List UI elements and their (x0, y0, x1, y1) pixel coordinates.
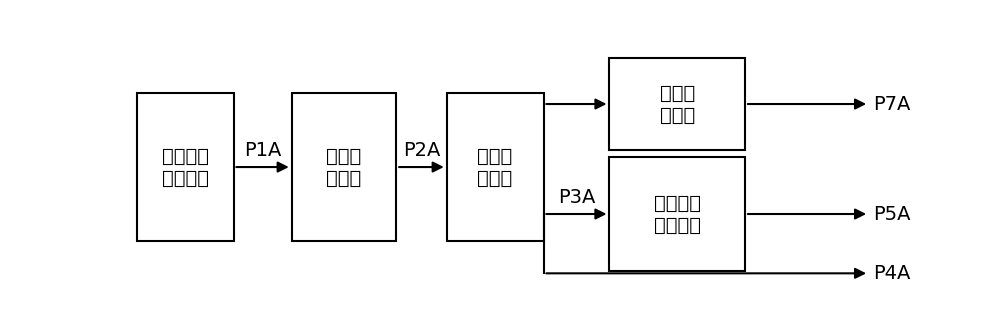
Text: P2A: P2A (403, 141, 440, 160)
Bar (609, 157, 745, 271)
Text: P4A: P4A (873, 264, 910, 283)
Text: 选通译
码电路: 选通译 码电路 (326, 147, 362, 187)
Bar (609, 58, 745, 150)
Bar (447, 93, 544, 241)
Text: 触发选通
控制电路: 触发选通 控制电路 (654, 194, 701, 235)
Text: P1A: P1A (244, 141, 281, 160)
Bar (137, 93, 234, 241)
Text: P5A: P5A (873, 204, 910, 223)
Text: P3A: P3A (558, 187, 595, 207)
Text: P7A: P7A (873, 94, 910, 114)
Text: 模数转换
编码电路: 模数转换 编码电路 (162, 147, 209, 187)
Text: 延时保
护电路: 延时保 护电路 (477, 147, 513, 187)
Text: 检错判
别电路: 检错判 别电路 (660, 83, 695, 125)
Bar (292, 93, 396, 241)
